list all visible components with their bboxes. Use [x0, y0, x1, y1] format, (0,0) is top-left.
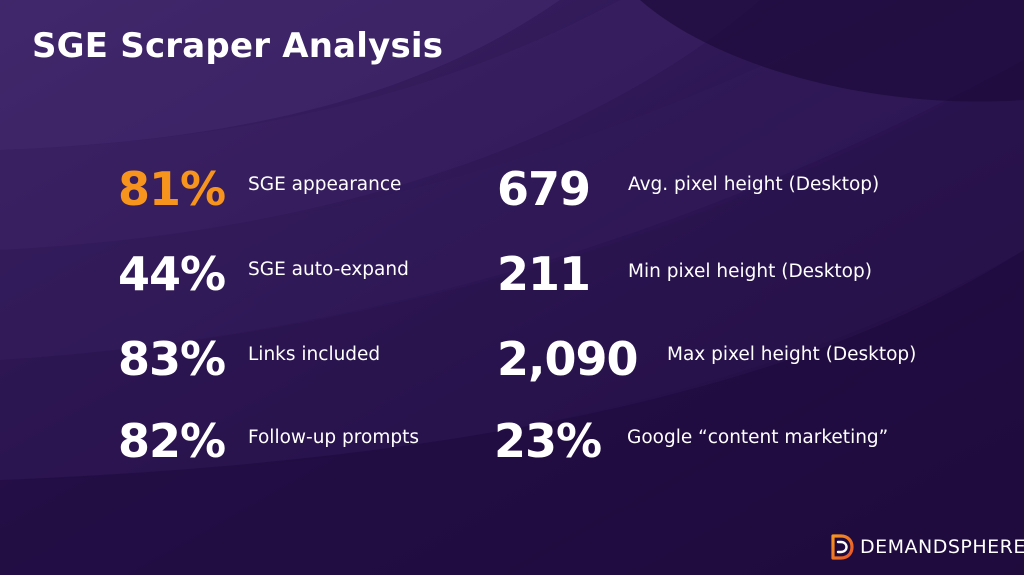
- stat-label-sge-auto-expand: SGE auto-expand: [248, 259, 409, 280]
- stat-value-content-marketing: 23%: [494, 414, 602, 468]
- stat-value-sge-auto-expand: 44%: [118, 247, 226, 301]
- stat-label-sge-appearance: SGE appearance: [248, 174, 402, 195]
- stat-value-links-included: 83%: [118, 332, 226, 386]
- stat-label-follow-up-prompts: Follow-up prompts: [248, 427, 419, 448]
- stat-value-min-pixel-height: 211: [497, 247, 591, 301]
- slide-title: SGE Scraper Analysis: [32, 26, 444, 66]
- stat-value-follow-up-prompts: 82%: [118, 414, 226, 468]
- stat-label-links-included: Links included: [248, 344, 381, 365]
- demandsphere-logo-icon: [831, 534, 854, 560]
- brand-logo: DEMANDSPHERE: [830, 534, 1024, 560]
- stat-label-content-marketing: Google “content marketing”: [627, 427, 889, 448]
- stat-value-sge-appearance: 81%: [118, 162, 226, 216]
- brand-name: DEMANDSPHERE: [860, 536, 1024, 558]
- stat-label-min-pixel-height: Min pixel height (Desktop): [628, 261, 872, 282]
- stat-label-avg-pixel-height: Avg. pixel height (Desktop): [628, 174, 880, 195]
- stat-label-max-pixel-height: Max pixel height (Desktop): [667, 344, 917, 365]
- stat-value-max-pixel-height: 2,090: [497, 332, 639, 386]
- stat-value-avg-pixel-height: 679: [497, 162, 591, 216]
